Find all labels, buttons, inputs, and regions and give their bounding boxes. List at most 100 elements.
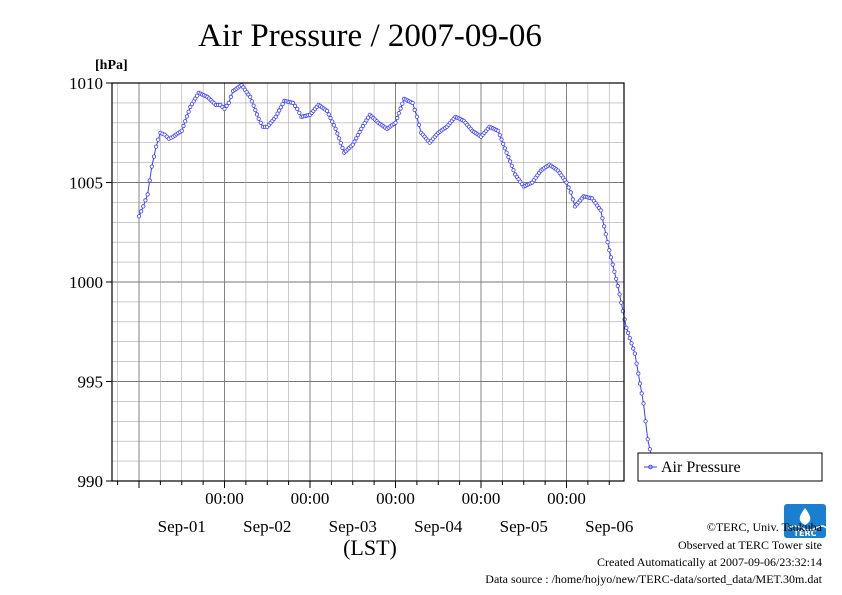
data-point	[147, 178, 152, 183]
data-point	[566, 185, 571, 190]
data-point	[186, 109, 191, 114]
y-tick-label: 1000	[69, 273, 103, 292]
credit-copyright: ©TERC, Univ. Tsukuba	[707, 520, 823, 534]
terc-logo-icon: TERC	[784, 504, 827, 538]
data-point	[333, 126, 338, 131]
data-point	[226, 100, 231, 106]
data-point	[335, 131, 340, 136]
y-tick-label: 1005	[69, 174, 103, 193]
data-point	[251, 103, 256, 108]
data-point	[151, 154, 157, 159]
x-tick-date-label: Sep-03	[329, 517, 377, 536]
data-point	[643, 419, 648, 424]
data-point	[326, 112, 331, 117]
data-point	[324, 108, 330, 114]
data-point	[506, 154, 511, 160]
data-point	[627, 335, 632, 341]
x-axis-ticks: 00:00 00:00 00:00 00:00 00:00 Sep-01 Sep-02 Sep…	[117, 481, 633, 536]
data-point	[598, 208, 603, 213]
data-point	[224, 103, 229, 109]
data-point	[507, 159, 513, 164]
data-point	[154, 144, 159, 149]
data-point	[365, 115, 371, 120]
data-point	[336, 136, 342, 141]
data-point	[570, 197, 576, 202]
data-point	[149, 164, 154, 169]
data-point	[277, 108, 282, 113]
y-tick-label: 1010	[69, 74, 103, 93]
data-point	[184, 114, 189, 119]
data-point	[624, 325, 629, 330]
data-point	[412, 107, 417, 113]
y-axis-ticks: 1010 1005 1000 995 990	[69, 74, 112, 491]
data-point	[248, 94, 253, 100]
data-point	[355, 133, 360, 138]
data-point	[600, 216, 605, 221]
data-point	[613, 276, 619, 281]
y-tick-label: 990	[78, 472, 104, 491]
x-tick-time-label: 00:00	[205, 489, 244, 508]
grid-lines	[112, 82, 624, 482]
data-point	[641, 401, 646, 406]
x-tick-time-label: 00:00	[547, 489, 586, 508]
data-point	[331, 123, 336, 128]
legend[interactable]: Air Pressure	[637, 452, 823, 482]
logo-text: TERC	[794, 529, 817, 538]
series-air-pressure	[136, 82, 655, 462]
x-tick-time-label: 00:00	[291, 489, 330, 508]
data-point	[273, 114, 278, 119]
data-point	[631, 346, 636, 351]
data-point	[278, 105, 283, 110]
data-point	[601, 224, 607, 229]
data-point	[639, 391, 644, 396]
data-point	[139, 209, 144, 214]
data-point	[610, 262, 615, 267]
data-point	[357, 129, 362, 135]
data-point	[625, 330, 631, 335]
data-point	[501, 141, 506, 146]
data-point	[292, 103, 298, 109]
data-point	[179, 128, 184, 133]
data-point	[619, 300, 624, 305]
data-point	[254, 112, 260, 117]
data-point	[249, 99, 254, 104]
data-point	[509, 163, 514, 168]
data-point	[564, 180, 569, 185]
data-point	[256, 116, 261, 121]
data-point	[352, 139, 357, 144]
data-point	[629, 341, 634, 346]
data-point	[183, 119, 188, 124]
data-point	[141, 204, 146, 209]
data-point	[222, 106, 227, 112]
x-tick-date-label: Sep-04	[414, 517, 463, 536]
data-point	[605, 240, 610, 245]
data-point	[416, 122, 422, 127]
x-tick-date-label: Sep-06	[585, 517, 633, 536]
data-point	[636, 371, 641, 376]
credit-observed: Observed at TERC Tower site	[678, 538, 822, 552]
data-point	[410, 100, 415, 106]
legend-box	[637, 452, 823, 482]
x-tick-time-label: 00:00	[462, 489, 501, 508]
data-point	[499, 137, 504, 142]
data-point	[258, 120, 263, 125]
data-point	[414, 114, 419, 119]
x-tick-time-label: 00:00	[376, 489, 415, 508]
data-point	[637, 381, 643, 386]
data-point	[603, 232, 608, 237]
data-point	[338, 141, 343, 146]
data-point	[647, 447, 653, 452]
data-point	[145, 192, 150, 197]
legend-label: Air Pressure	[661, 459, 741, 476]
data-point	[340, 145, 345, 150]
data-point	[617, 292, 622, 297]
data-point	[280, 102, 285, 107]
data-point	[608, 255, 614, 260]
data-point	[228, 94, 233, 100]
legend-marker-icon	[648, 464, 653, 470]
credit-created: Created Automatically at 2007-09-06/23:3…	[597, 555, 822, 569]
data-point	[400, 101, 405, 106]
y-tick-label: 995	[78, 373, 104, 392]
data-point	[395, 115, 400, 121]
